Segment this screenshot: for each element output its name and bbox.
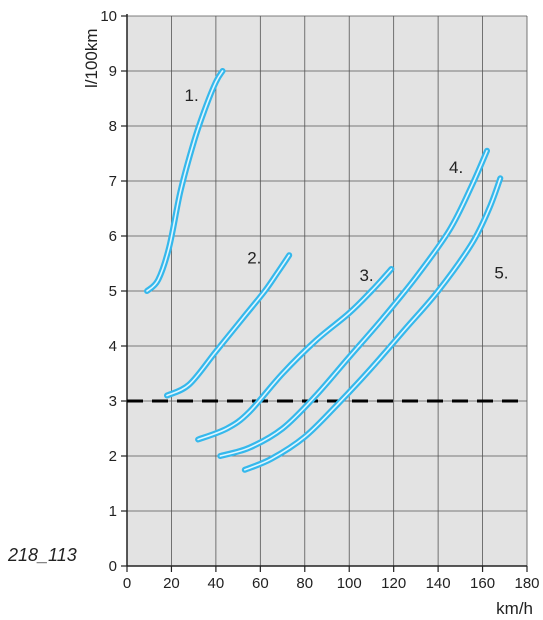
series-4-label: 4. bbox=[449, 158, 463, 177]
series-3-label: 3. bbox=[359, 266, 373, 285]
y-tick-label: 6 bbox=[109, 228, 117, 245]
x-axis-label: km/h bbox=[496, 599, 533, 618]
x-tick-label: 100 bbox=[337, 575, 362, 592]
x-tick-label: 120 bbox=[381, 575, 406, 592]
y-axis-label: l/100km bbox=[82, 28, 101, 88]
x-tick-label: 80 bbox=[296, 575, 313, 592]
x-tick-label: 180 bbox=[514, 575, 539, 592]
figure-id: 218_113 bbox=[8, 545, 77, 566]
x-tick-label: 140 bbox=[426, 575, 451, 592]
y-tick-label: 3 bbox=[109, 393, 117, 410]
y-tick-label: 1 bbox=[109, 503, 117, 520]
series-1-label: 1. bbox=[185, 86, 199, 105]
y-tick-label: 0 bbox=[109, 558, 117, 575]
series-2-label: 2. bbox=[247, 248, 261, 267]
x-tick-label: 40 bbox=[208, 575, 225, 592]
x-tick-label: 0 bbox=[123, 575, 131, 592]
y-tick-label: 4 bbox=[109, 338, 117, 355]
y-tick-label: 5 bbox=[109, 283, 117, 300]
x-tick-label: 20 bbox=[163, 575, 180, 592]
x-tick-label: 160 bbox=[470, 575, 495, 592]
y-tick-label: 7 bbox=[109, 173, 117, 190]
y-tick-label: 10 bbox=[100, 8, 117, 25]
y-tick-label: 9 bbox=[109, 63, 117, 80]
y-tick-label: 8 bbox=[109, 118, 117, 135]
y-tick-label: 2 bbox=[109, 448, 117, 465]
x-tick-label: 60 bbox=[252, 575, 269, 592]
series-5-label: 5. bbox=[494, 263, 508, 282]
